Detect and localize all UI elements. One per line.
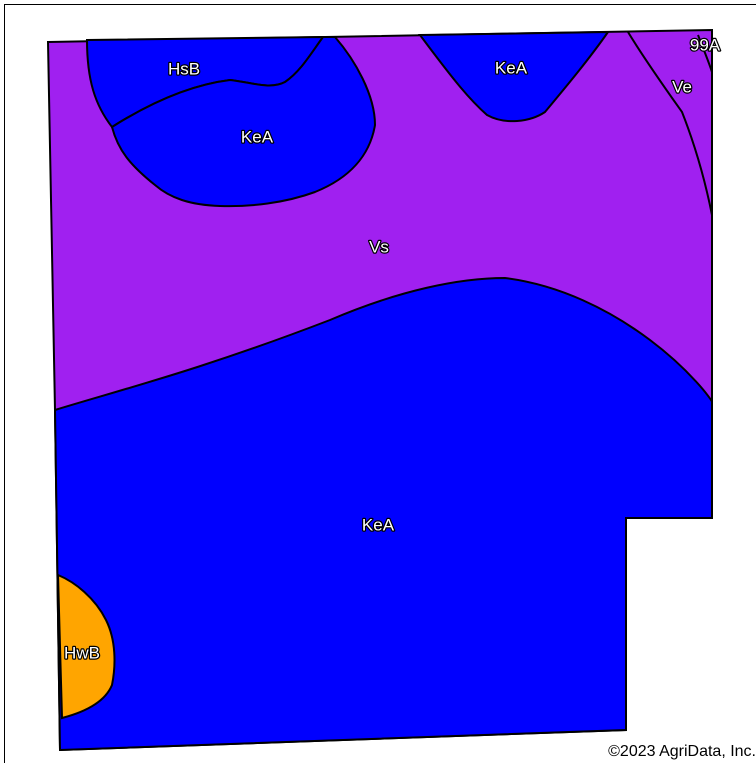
map-unit-kea-top-mid[interactable] bbox=[418, 30, 610, 123]
label-kea-main: KeA bbox=[362, 515, 395, 534]
map-unit-hwb[interactable] bbox=[56, 573, 116, 720]
label-kea-top-left: KeA bbox=[241, 127, 274, 146]
label-hsb: HsB bbox=[168, 59, 200, 78]
map-unit-ve-boundary bbox=[627, 31, 713, 216]
map-unit-kea-main[interactable] bbox=[53, 276, 713, 752]
label-kea-top-mid: KeA bbox=[495, 58, 528, 77]
label-vs: Vs bbox=[369, 237, 389, 256]
label-99a: 99A bbox=[690, 35, 721, 54]
label-ve: Ve bbox=[672, 77, 692, 96]
label-hwb: HwB bbox=[64, 643, 100, 662]
map-unit-99a-boundary bbox=[697, 34, 713, 73]
copyright-notice: ©2023 AgriData, Inc. bbox=[608, 743, 756, 760]
map-unit-kea-top-left[interactable] bbox=[110, 36, 377, 208]
